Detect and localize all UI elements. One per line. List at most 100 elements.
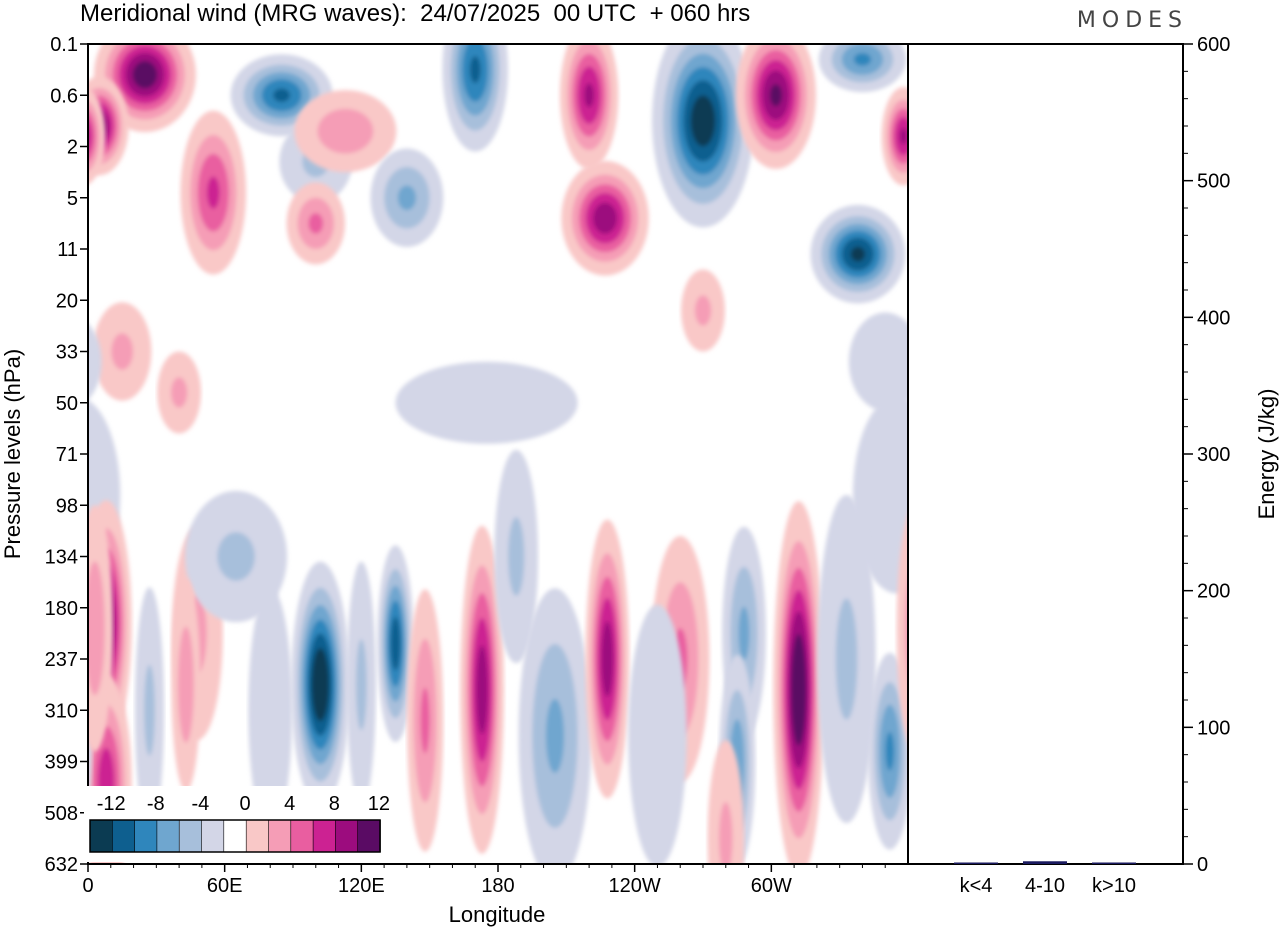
x-tick-label: 60E [207, 875, 243, 897]
contour-band [390, 616, 401, 671]
y-tick-label: 134 [45, 547, 78, 569]
contour-band [317, 108, 374, 154]
colorbar: -12 -8 -4 0 4 8 12 [84, 786, 390, 862]
colorbar-swatch [112, 819, 136, 853]
energy-axis-title: Energy (J/kg) [1254, 389, 1279, 520]
heatmap-feature [494, 449, 539, 664]
heatmap-feature [370, 148, 444, 247]
contour-band [469, 56, 481, 84]
heatmap-feature [881, 87, 908, 186]
colorbar-label: 8 [329, 793, 340, 815]
energy-tick-label: 100 [1197, 717, 1230, 739]
heatmap-feature [294, 90, 397, 173]
contour-band [707, 740, 744, 864]
energy-tick-label: 600 [1197, 34, 1230, 56]
contour-band [80, 128, 87, 144]
contour-band [694, 295, 712, 326]
colorbar-swatch [223, 819, 247, 853]
heatmap-feature [406, 589, 444, 852]
contour-band [217, 532, 255, 581]
contour-band [896, 514, 908, 743]
energy-bar [954, 862, 998, 864]
x-tick-label: 120W [609, 875, 661, 897]
y-tick-label: 20 [56, 290, 78, 312]
heatmap-feature [92, 302, 152, 401]
colorbar-frame [89, 819, 381, 853]
modes-logo: MODES [1076, 8, 1188, 33]
heatmap-feature-wrap [80, 88, 106, 185]
y-tick-label: 5 [67, 188, 78, 210]
energy-bar [1023, 861, 1067, 864]
energy-axis-ticks: 0 100 200 300 400 500 600 [1183, 34, 1230, 876]
contour-band [848, 312, 908, 411]
energy-category-label: k<4 [960, 875, 993, 897]
heatmap-feature [291, 561, 350, 808]
heatmap-feature [848, 312, 908, 411]
x-tick-label: 0 [82, 875, 93, 897]
heatmap-feature [346, 561, 376, 808]
y-tick-label: 50 [56, 393, 78, 415]
heatmap-feature [896, 514, 908, 743]
contour-band [355, 639, 367, 731]
y-tick-label: 0.1 [50, 34, 78, 56]
colorbar-swatch [156, 819, 180, 853]
contour-band [206, 176, 220, 209]
heatmap-feature [773, 501, 825, 864]
y-tick-label: 632 [45, 854, 78, 876]
energy-tick-label: 300 [1197, 444, 1230, 466]
energy-category-label: k>10 [1092, 875, 1136, 897]
heatmap-feature [442, 44, 509, 152]
energy-tick-label: 500 [1197, 171, 1230, 193]
contour-band [178, 626, 194, 743]
contour-band [584, 83, 594, 108]
colorbar-label: -12 [97, 793, 126, 815]
contour-band [88, 323, 102, 401]
contour-band [719, 802, 733, 864]
energy-tick-label: 0 [1197, 854, 1208, 876]
heatmap-feature [561, 160, 649, 276]
heatmap-feature [93, 44, 196, 133]
colorbar-swatch [89, 819, 114, 853]
contour-band [899, 128, 908, 145]
x-tick-label: 60W [751, 875, 792, 897]
heatmap-feature [810, 204, 906, 304]
chart-title: Meridional wind (MRG waves): 24/07/2025 … [80, 0, 751, 27]
x-axis-ticks: 0 60E 120E 180 120W 60W [82, 864, 886, 897]
heatmap-feature [248, 587, 293, 834]
heatmap-feature [977, 352, 1021, 434]
contour-band [593, 202, 617, 234]
heatmap-feature [735, 44, 816, 170]
contour-band [420, 687, 430, 754]
contour-band [111, 333, 133, 370]
contour-band [769, 84, 782, 107]
y-tick-label: 71 [56, 444, 78, 466]
y-tick-label: 33 [56, 342, 78, 364]
colorbar-label: 4 [284, 793, 295, 815]
x-tick-label: 180 [481, 875, 514, 897]
heatmap-feature [395, 361, 578, 444]
colorbar-label: -4 [192, 793, 210, 815]
colorbar-swatch [201, 819, 225, 853]
contour-band [395, 361, 578, 444]
heatmap-feature-wrap [157, 351, 202, 434]
heatmap-feature [585, 519, 630, 799]
energy-bar [1092, 862, 1136, 864]
heatmap-feature [681, 269, 725, 352]
heatmap-feature [707, 740, 744, 864]
contour-band [835, 598, 858, 720]
y-tick-label: 98 [56, 495, 78, 517]
y-axis-title: Pressure levels (hPa) [0, 349, 25, 559]
y-tick-label: 180 [45, 598, 78, 620]
energy-bars: k<4 4-10 k>10 [954, 861, 1136, 897]
colorbar-swatch [268, 819, 292, 853]
energy-tick-label: 400 [1197, 307, 1230, 329]
x-axis-title: Longitude [449, 902, 546, 927]
heatmap-feature [818, 44, 907, 93]
heatmap-feature [817, 495, 876, 823]
contour-band [88, 561, 105, 696]
heatmap-feature [559, 44, 619, 170]
contour-band [738, 606, 750, 661]
contour-band [545, 698, 565, 773]
contour-band [791, 633, 807, 746]
